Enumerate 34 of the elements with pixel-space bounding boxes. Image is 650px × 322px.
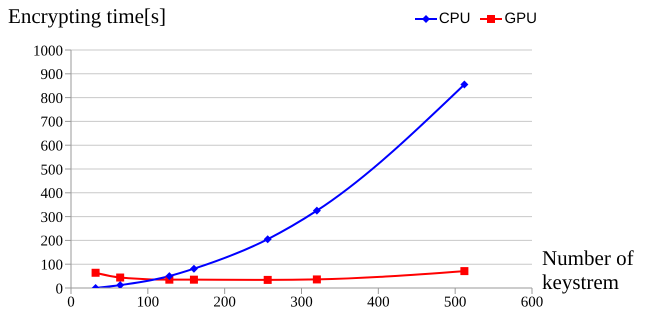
y-tick-label: 1000: [33, 43, 63, 60]
point: [165, 272, 174, 280]
point: [312, 206, 321, 215]
x-tick-label: 100: [136, 294, 160, 311]
y-axis-title: Encrypting time[s]: [8, 4, 166, 29]
point: [460, 267, 468, 276]
point: [312, 275, 321, 284]
x-tick-label: 500: [444, 294, 466, 311]
y-tick-label: 900: [40, 67, 63, 84]
x-tick-label: 200: [213, 294, 236, 311]
point: [92, 268, 100, 277]
y-tick-label: 100: [40, 258, 63, 274]
y-tick-label: 500: [40, 162, 63, 178]
x-tick-label: 600: [520, 294, 544, 311]
legend-label: CPU: [438, 10, 470, 27]
y-tick-label: 800: [40, 90, 63, 107]
x-tick-label: 300: [290, 294, 313, 311]
y-tick-label: 700: [40, 114, 63, 131]
point: [264, 235, 272, 244]
x-axis-title: Number of keystrem: [542, 246, 635, 294]
x-tick-label: 400: [367, 294, 390, 311]
y-tick-label: 300: [40, 210, 63, 226]
y-tick-label: 200: [40, 234, 63, 250]
y-tick-label: 600: [40, 138, 63, 155]
legend-label: GPU: [504, 10, 537, 27]
x-tick-label: 0: [67, 294, 75, 311]
y-tick-label: 0: [56, 281, 63, 298]
point: [460, 80, 468, 89]
point: [116, 274, 124, 282]
point: [116, 281, 124, 288]
point: [264, 276, 272, 284]
point: [190, 264, 198, 273]
y-tick-label: 400: [40, 186, 63, 202]
point: [190, 276, 198, 284]
